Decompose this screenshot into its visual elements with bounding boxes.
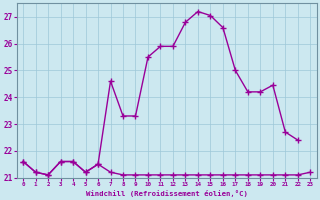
X-axis label: Windchill (Refroidissement éolien,°C): Windchill (Refroidissement éolien,°C) (86, 190, 248, 197)
